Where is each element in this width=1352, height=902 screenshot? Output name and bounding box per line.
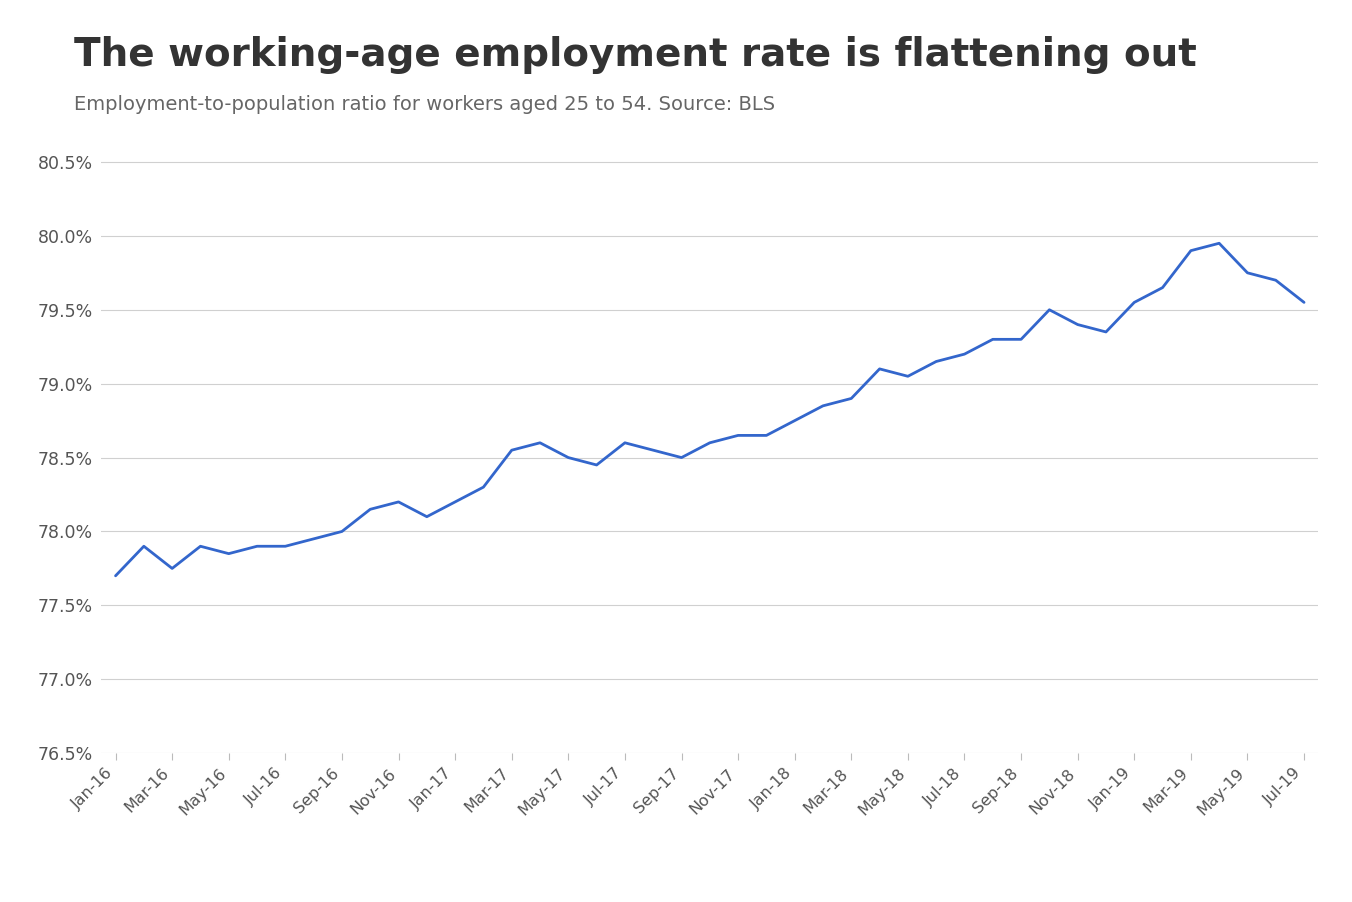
Text: The working-age employment rate is flattening out: The working-age employment rate is flatt… — [74, 36, 1197, 74]
Text: Employment-to-population ratio for workers aged 25 to 54. Source: BLS: Employment-to-population ratio for worke… — [74, 95, 776, 114]
